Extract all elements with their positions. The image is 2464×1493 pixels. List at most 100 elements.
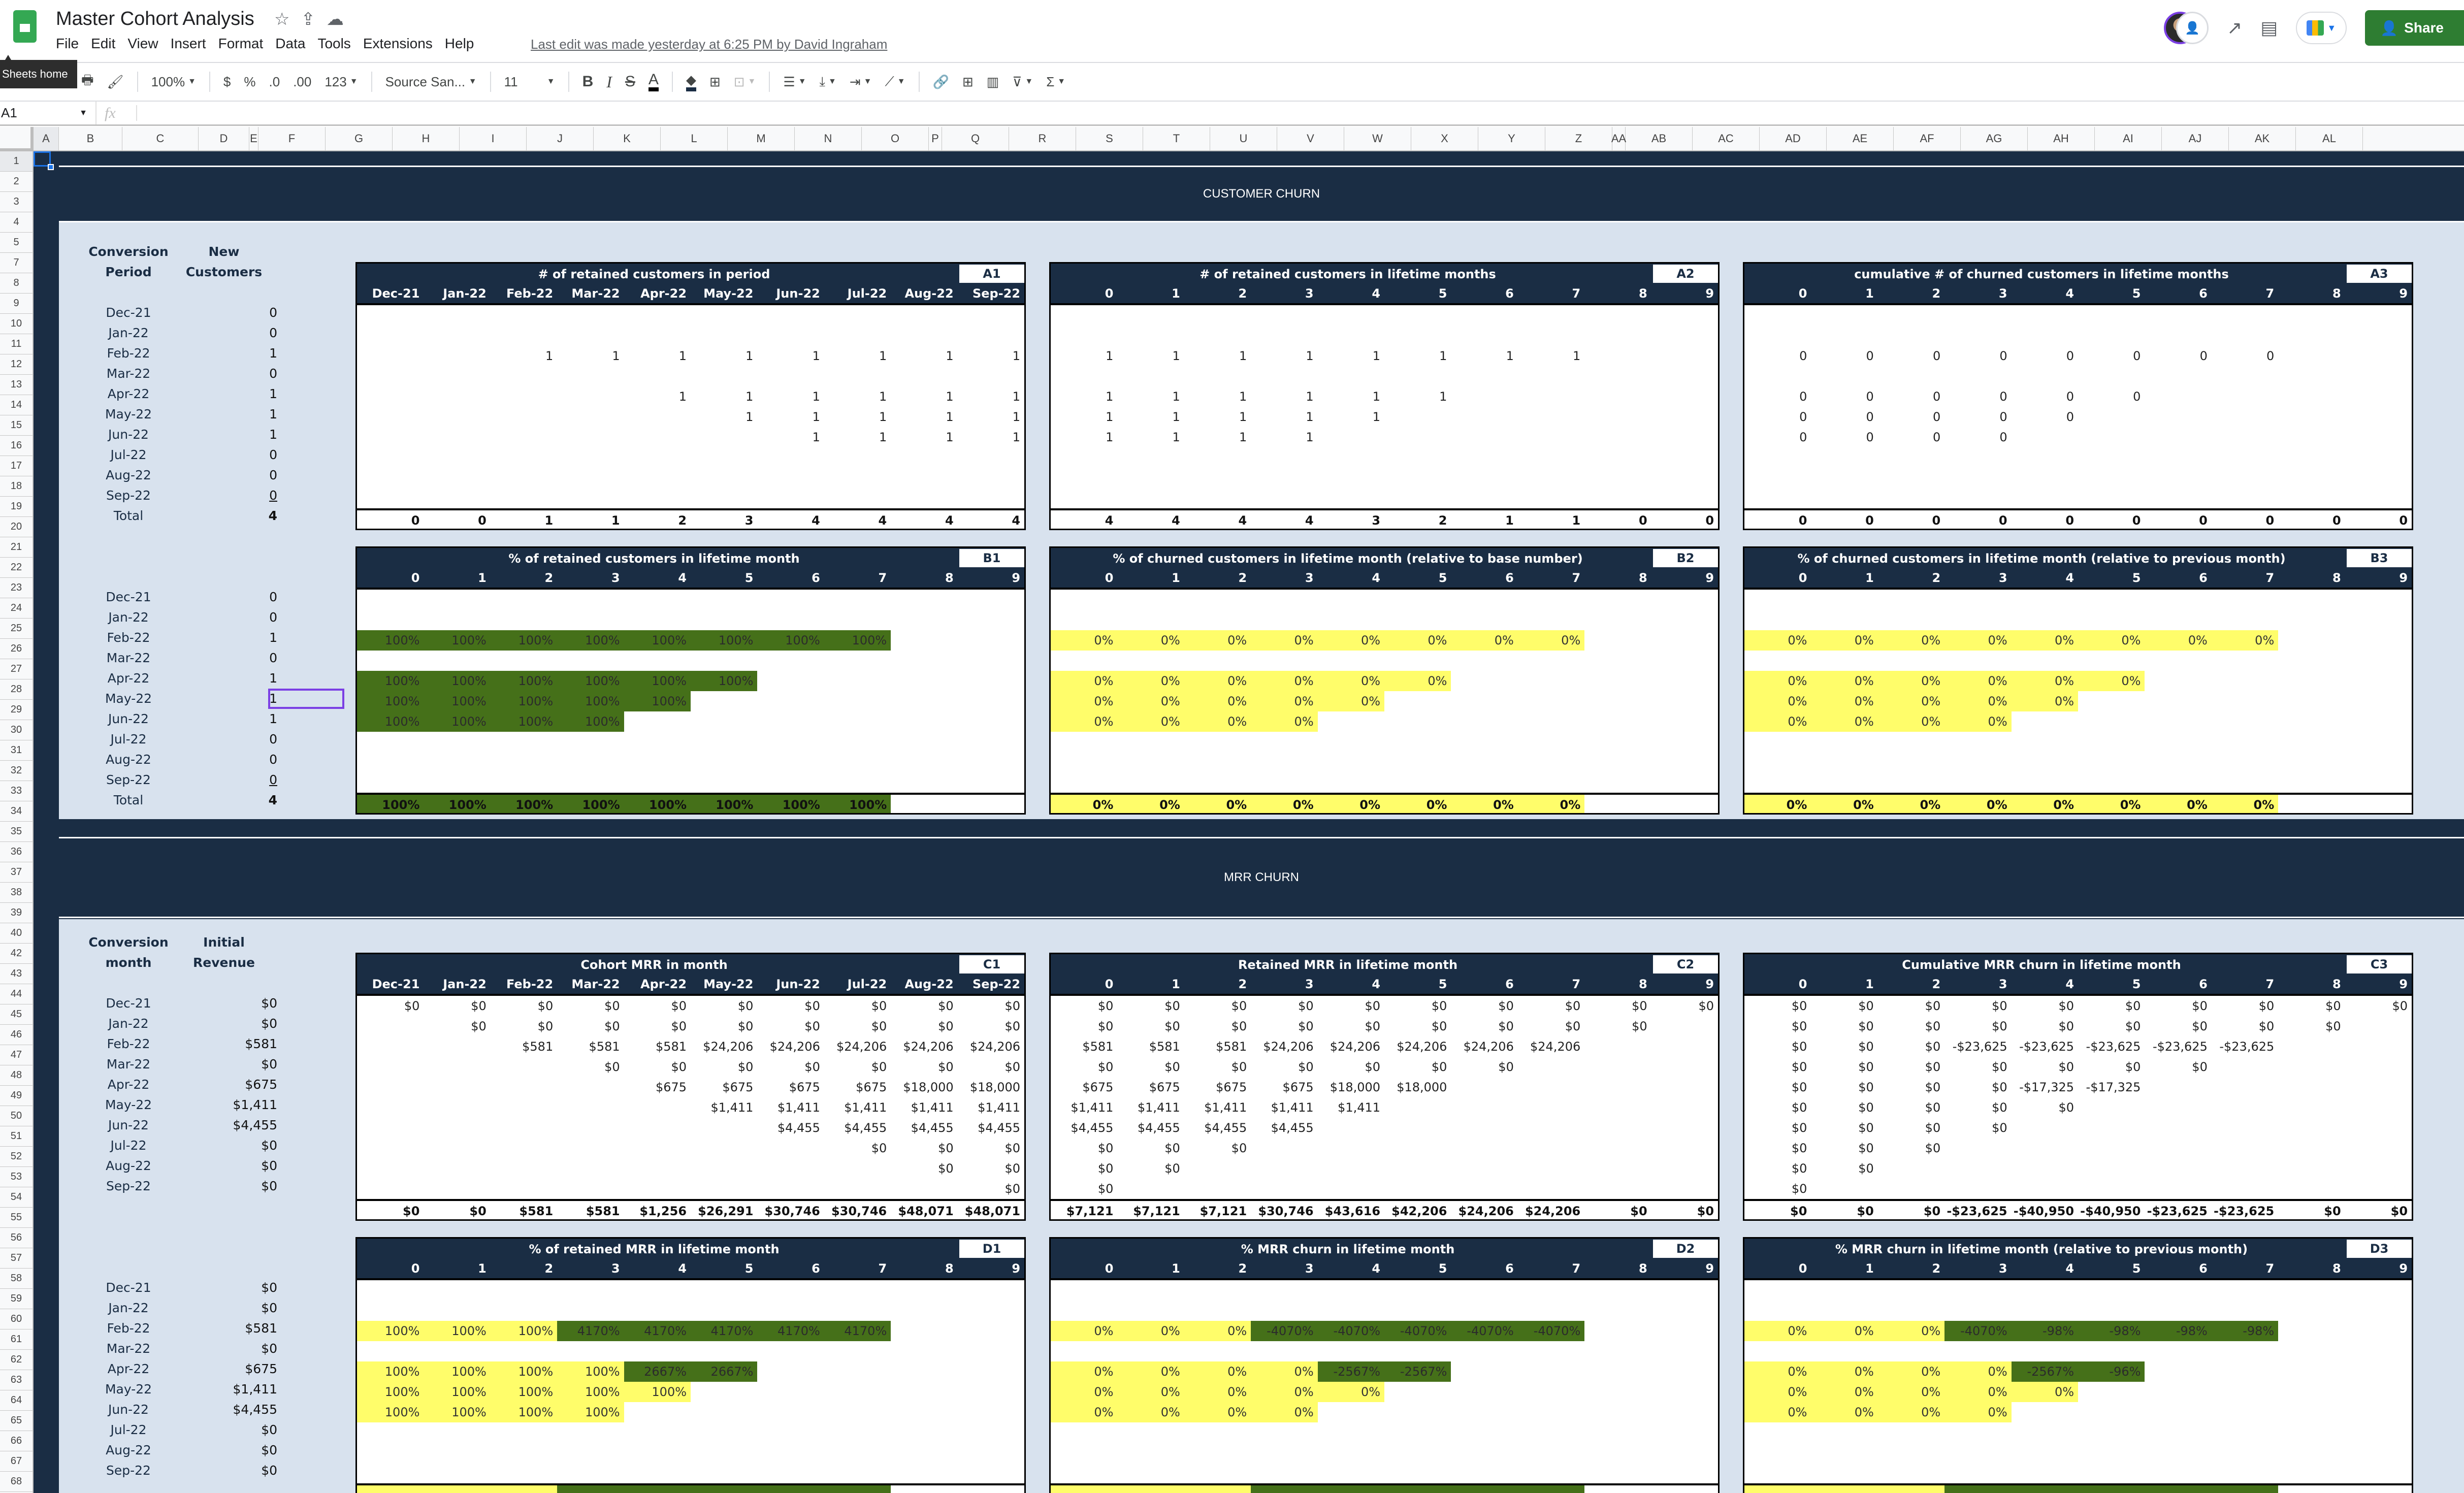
- table-cell[interactable]: [1651, 1158, 1718, 1179]
- table-cell[interactable]: [2145, 407, 2211, 427]
- table-cell[interactable]: 0: [1866, 390, 1874, 404]
- table-cell[interactable]: [357, 651, 424, 671]
- table-cell[interactable]: [691, 427, 757, 447]
- table-cell[interactable]: $24,206: [703, 1040, 754, 1054]
- table-cell[interactable]: 0%: [2011, 671, 2079, 691]
- table-cell[interactable]: [1451, 1280, 1517, 1301]
- table-cell[interactable]: [424, 610, 490, 630]
- table-cell[interactable]: [691, 1341, 757, 1361]
- table-cell[interactable]: [624, 1422, 691, 1443]
- filter-icon[interactable]: ⊽ ▼: [1012, 74, 1033, 89]
- table-cell[interactable]: 0%: [1944, 1382, 2012, 1402]
- column-header-t[interactable]: T: [1143, 127, 1210, 150]
- table-cell[interactable]: 1: [1439, 349, 1447, 363]
- table-cell[interactable]: 0%: [1251, 630, 1318, 651]
- table-cell[interactable]: 1: [1012, 390, 1021, 404]
- table-cell[interactable]: 100%: [557, 711, 624, 732]
- table-cell[interactable]: [757, 1341, 824, 1361]
- row-header-11[interactable]: 11: [0, 334, 33, 354]
- table-cell[interactable]: [2012, 732, 2078, 752]
- increase-decimal-button[interactable]: .00: [293, 74, 312, 89]
- table-cell[interactable]: 0%: [1184, 1361, 1251, 1382]
- table-cell[interactable]: 4170%: [757, 1321, 824, 1341]
- table-cell[interactable]: 0%: [1117, 630, 1184, 651]
- table-cell[interactable]: 0%: [1117, 1321, 1184, 1341]
- table-cell[interactable]: [1384, 752, 1451, 772]
- table-cell[interactable]: 0%: [2145, 630, 2212, 651]
- table-cell[interactable]: [2212, 366, 2278, 386]
- table-cell[interactable]: 0%: [1811, 1382, 1878, 1402]
- table-cell[interactable]: 1: [1012, 410, 1021, 424]
- table-cell[interactable]: 0: [1932, 390, 1941, 404]
- table-total-cell[interactable]: $0: [2390, 1204, 2408, 1218]
- table-cell[interactable]: [1318, 468, 1384, 488]
- row-header-57[interactable]: 57: [0, 1248, 33, 1269]
- table-cell[interactable]: $0: [1992, 1100, 2007, 1115]
- table-cell[interactable]: [1944, 1138, 2011, 1158]
- table-cell[interactable]: 4170%: [691, 1321, 758, 1341]
- table-cell[interactable]: $0: [737, 999, 754, 1013]
- table-cell[interactable]: [2278, 752, 2345, 772]
- table-cell[interactable]: 0%: [1944, 630, 2012, 651]
- table-cell[interactable]: $4,455: [978, 1121, 1021, 1135]
- table-cell[interactable]: 1: [1239, 430, 1247, 444]
- table-cell[interactable]: [624, 1463, 691, 1483]
- table-cell[interactable]: [1811, 1179, 1877, 1199]
- table-cell[interactable]: [691, 1179, 757, 1199]
- table-cell[interactable]: $581: [589, 1040, 620, 1054]
- table-cell[interactable]: [958, 671, 1024, 691]
- table-cell[interactable]: 1: [1306, 390, 1314, 404]
- table-cell[interactable]: 0: [1799, 410, 1807, 424]
- table-total-cell[interactable]: [1451, 1485, 1518, 1493]
- table-cell[interactable]: [691, 752, 757, 772]
- table-cell[interactable]: [1451, 732, 1517, 752]
- table-cell[interactable]: [2212, 447, 2278, 468]
- table-cell[interactable]: [491, 1280, 557, 1301]
- table-cell[interactable]: [1251, 1443, 1317, 1463]
- table-cell[interactable]: 1: [1306, 410, 1314, 424]
- table-cell[interactable]: [1811, 1341, 1877, 1361]
- table-cell[interactable]: [2012, 1158, 2078, 1179]
- table-cell[interactable]: $0: [1858, 1141, 1874, 1155]
- table-cell[interactable]: [1518, 610, 1584, 630]
- table-cell[interactable]: [2078, 732, 2145, 752]
- table-cell[interactable]: [1384, 1280, 1451, 1301]
- table-cell[interactable]: -$23,625: [1952, 1040, 2007, 1054]
- row-header-37[interactable]: 37: [0, 862, 33, 883]
- table-cell[interactable]: [1651, 1138, 1718, 1158]
- table-cell[interactable]: -2567%: [1317, 1361, 1385, 1382]
- table-total-cell[interactable]: $0: [403, 1204, 420, 1218]
- formula-input[interactable]: [137, 102, 2464, 124]
- table-cell[interactable]: [1744, 732, 1811, 752]
- table-cell[interactable]: [2212, 1158, 2278, 1179]
- table-cell[interactable]: [1651, 346, 1718, 366]
- column-header-o[interactable]: O: [862, 127, 929, 150]
- table-total-cell[interactable]: [1877, 1485, 1945, 1493]
- table-cell[interactable]: [2145, 326, 2211, 346]
- table-cell[interactable]: $0: [1097, 1161, 1114, 1176]
- table-cell[interactable]: [1744, 1341, 1811, 1361]
- table-cell[interactable]: $0: [1858, 999, 1874, 1013]
- table-cell[interactable]: $675: [856, 1080, 887, 1094]
- table-cell[interactable]: [1584, 468, 1651, 488]
- table-cell[interactable]: $0: [671, 999, 687, 1013]
- table-cell[interactable]: [2278, 427, 2345, 447]
- chat-collaborators-icon[interactable]: 👤: [2176, 12, 2209, 44]
- table-cell[interactable]: 0: [2199, 349, 2208, 363]
- table-cell[interactable]: 1: [1306, 430, 1314, 444]
- table-cell[interactable]: [757, 366, 824, 386]
- table-cell[interactable]: [691, 1443, 757, 1463]
- column-header-d[interactable]: D: [199, 127, 249, 150]
- table-cell[interactable]: $0: [1431, 999, 1447, 1013]
- row-header-15[interactable]: 15: [0, 415, 33, 436]
- table-cell[interactable]: 0%: [1811, 1361, 1878, 1382]
- table-cell[interactable]: [1451, 1301, 1517, 1321]
- table-cell[interactable]: [1184, 305, 1251, 326]
- table-cell[interactable]: $0: [804, 1060, 820, 1074]
- table-cell[interactable]: $4,455: [1204, 1121, 1247, 1135]
- table-cell[interactable]: 1: [1106, 430, 1114, 444]
- table-total-cell[interactable]: [958, 795, 1024, 813]
- currency-format-button[interactable]: $: [223, 74, 231, 89]
- table-cell[interactable]: [491, 386, 557, 407]
- table-cell[interactable]: [357, 1341, 424, 1361]
